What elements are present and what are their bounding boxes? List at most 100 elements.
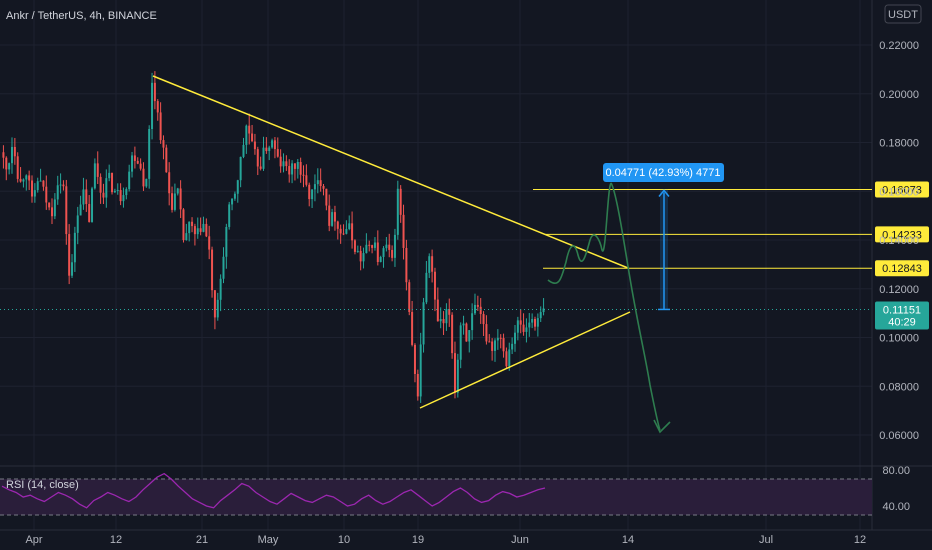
rsi-tick-label: 80.00 bbox=[882, 465, 910, 477]
level-price-tag bbox=[875, 226, 929, 243]
candle-body bbox=[142, 168, 145, 187]
candle-body bbox=[245, 125, 248, 145]
rsi-band bbox=[0, 479, 872, 515]
candle-body bbox=[113, 190, 116, 193]
candle-body bbox=[362, 253, 365, 262]
candle-body bbox=[416, 373, 419, 397]
candle-body bbox=[242, 144, 245, 157]
candle-body bbox=[239, 156, 242, 181]
descending-trendline[interactable] bbox=[152, 75, 629, 269]
y-tick-label: 0.16000 bbox=[879, 186, 919, 198]
candle-body bbox=[28, 175, 31, 181]
candle-body bbox=[536, 318, 539, 327]
candle-body bbox=[359, 250, 362, 262]
x-tick-label: Jul bbox=[759, 534, 773, 546]
candle-body bbox=[219, 278, 222, 300]
candle-body bbox=[442, 319, 445, 324]
candle-body bbox=[471, 313, 474, 331]
projection-path[interactable] bbox=[547, 182, 661, 431]
candle-body bbox=[482, 314, 485, 325]
candle-body bbox=[379, 256, 382, 263]
x-tick-label: Jun bbox=[511, 534, 529, 546]
candle-body bbox=[485, 324, 488, 342]
candle-body bbox=[56, 185, 59, 200]
candle-body bbox=[211, 249, 214, 291]
candle-body bbox=[339, 228, 342, 234]
candle-body bbox=[179, 188, 182, 210]
candle-body bbox=[408, 282, 411, 312]
rsi-tick-label: 40.00 bbox=[882, 501, 910, 513]
candle-body bbox=[253, 141, 256, 150]
candle-body bbox=[216, 299, 219, 318]
candle-body bbox=[139, 163, 142, 169]
candle-body bbox=[368, 244, 371, 246]
candle-body bbox=[465, 323, 468, 342]
measure-arrow-icon bbox=[658, 189, 670, 197]
candle-body bbox=[413, 344, 416, 374]
candle-body bbox=[42, 180, 45, 187]
candle-body bbox=[525, 327, 528, 332]
candle-body bbox=[496, 337, 499, 341]
candle-body bbox=[88, 203, 91, 222]
candle-body bbox=[176, 188, 179, 194]
candle-body bbox=[439, 319, 442, 322]
candle-body bbox=[173, 193, 176, 210]
candle-body bbox=[108, 172, 111, 179]
candle-body bbox=[191, 221, 194, 227]
candle-body bbox=[296, 161, 299, 169]
candle-body bbox=[265, 147, 268, 152]
candle-body bbox=[459, 325, 462, 360]
candle-body bbox=[268, 147, 271, 152]
candle-body bbox=[313, 184, 316, 190]
candle-body bbox=[185, 233, 188, 241]
candle-body bbox=[162, 140, 165, 148]
candle-body bbox=[433, 271, 436, 300]
candle-body bbox=[516, 320, 519, 333]
candle-body bbox=[491, 341, 494, 351]
candle-body bbox=[419, 344, 422, 397]
candle-body bbox=[231, 198, 234, 205]
candle-body bbox=[539, 312, 542, 319]
candle-body bbox=[53, 199, 56, 217]
candle-body bbox=[213, 290, 216, 318]
candle-body bbox=[391, 249, 394, 258]
y-tick-label: 0.20000 bbox=[879, 89, 919, 101]
candle-body bbox=[316, 180, 319, 185]
candle-body bbox=[273, 140, 276, 150]
candle-body bbox=[222, 256, 225, 279]
candle-body bbox=[353, 240, 356, 252]
candle-body bbox=[285, 161, 288, 167]
currency-label: USDT bbox=[888, 9, 918, 21]
candle-body bbox=[36, 181, 39, 191]
candle-body bbox=[205, 223, 208, 237]
y-tick-label: 0.12000 bbox=[879, 284, 919, 296]
candle-body bbox=[302, 174, 305, 176]
candle-body bbox=[11, 146, 14, 164]
candle-body bbox=[76, 215, 79, 233]
candle-body bbox=[388, 244, 391, 250]
candle-body bbox=[171, 193, 174, 210]
candle-body bbox=[122, 195, 125, 202]
candle-body bbox=[499, 337, 502, 339]
y-tick-label: 0.14000 bbox=[879, 235, 919, 247]
y-tick-label: 0.06000 bbox=[879, 430, 919, 442]
candle-body bbox=[505, 351, 508, 367]
candle-body bbox=[542, 308, 545, 313]
candle-body bbox=[93, 163, 96, 189]
ascending-trendline[interactable] bbox=[419, 311, 631, 409]
candle-body bbox=[311, 189, 314, 200]
candle-body bbox=[188, 221, 191, 234]
candle-body bbox=[153, 82, 156, 102]
currency-badge[interactable] bbox=[884, 4, 922, 24]
candle-body bbox=[251, 133, 254, 142]
candle-body bbox=[393, 234, 396, 258]
candle-body bbox=[71, 262, 74, 276]
measure-label-text: 0.04771 (42.93%) 4771 bbox=[606, 167, 721, 179]
candle-body bbox=[533, 318, 536, 327]
candle-body bbox=[165, 147, 168, 173]
candle-body bbox=[528, 322, 531, 328]
candle-body bbox=[145, 178, 148, 187]
candle-body bbox=[16, 156, 19, 179]
candle-body bbox=[33, 190, 36, 197]
